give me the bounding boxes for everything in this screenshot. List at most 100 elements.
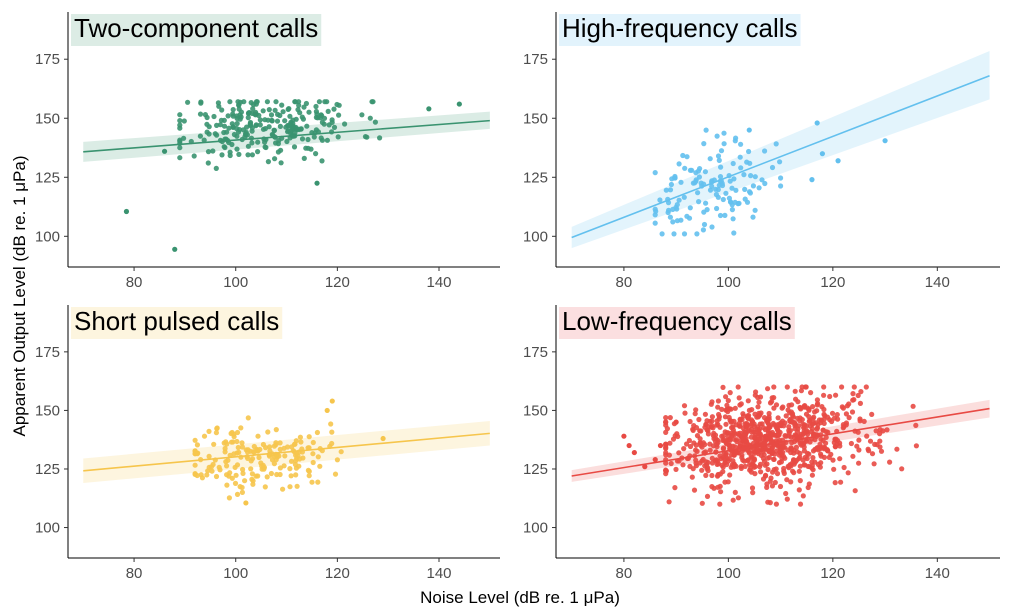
data-point: [181, 118, 187, 124]
data-point: [709, 399, 715, 405]
data-point: [283, 124, 289, 130]
y-tick-label: 150: [35, 402, 60, 419]
data-point: [201, 433, 208, 439]
data-point: [664, 426, 671, 432]
data-point: [221, 123, 228, 129]
data-point: [329, 119, 335, 125]
data-point: [720, 446, 727, 452]
scatter-points: [192, 398, 386, 506]
data-point: [273, 457, 279, 463]
data-point: [693, 442, 699, 448]
data-point: [230, 107, 236, 113]
data-point: [767, 478, 773, 484]
data-point: [818, 453, 824, 459]
data-point: [236, 106, 242, 112]
data-point: [691, 487, 698, 493]
data-point: [732, 405, 738, 411]
data-point: [832, 480, 838, 486]
data-point: [245, 447, 251, 453]
data-point: [782, 455, 788, 461]
panel-4: 80 100 120 140 100 125 150 175 Low-frequency cal…: [523, 305, 1000, 582]
data-point: [663, 452, 669, 458]
data-point: [695, 190, 701, 196]
data-point: [267, 444, 273, 450]
data-point: [809, 177, 815, 183]
data-point: [234, 438, 240, 445]
data-point: [206, 428, 212, 434]
data-point: [305, 445, 311, 451]
data-point: [219, 107, 225, 113]
data-point: [727, 472, 733, 478]
data-point: [864, 433, 870, 439]
data-point: [699, 500, 705, 506]
data-point: [219, 152, 225, 158]
data-point: [123, 208, 130, 215]
data-point: [720, 464, 726, 470]
panel-title-background: [71, 14, 322, 46]
panel-title: Two-component calls: [74, 13, 318, 43]
x-tick-label: 100: [716, 565, 741, 582]
data-point: [703, 472, 709, 478]
data-point: [652, 212, 658, 218]
data-point: [702, 411, 709, 417]
data-point: [717, 212, 724, 219]
data-point: [695, 168, 702, 174]
data-point: [720, 384, 726, 390]
data-point: [796, 487, 802, 493]
data-point: [663, 468, 669, 474]
data-point: [782, 420, 788, 426]
data-point: [748, 173, 754, 179]
data-point: [719, 182, 726, 189]
data-point: [322, 99, 328, 105]
data-point: [762, 427, 768, 433]
data-point: [211, 441, 217, 447]
data-point: [250, 481, 256, 487]
data-point: [791, 470, 797, 476]
data-point: [234, 115, 240, 121]
data-point: [293, 458, 299, 464]
data-point: [834, 412, 840, 418]
data-point: [755, 448, 761, 454]
data-point: [177, 155, 183, 161]
data-point: [236, 449, 242, 455]
data-point: [715, 187, 721, 193]
data-point: [899, 466, 905, 472]
data-point: [727, 178, 733, 184]
data-point: [735, 431, 741, 437]
data-point: [255, 448, 261, 454]
data-point: [732, 199, 738, 205]
confidence-band: [571, 50, 990, 249]
data-point: [201, 137, 207, 143]
data-point: [272, 107, 278, 113]
data-point: [709, 472, 715, 479]
data-point: [313, 151, 319, 157]
data-point: [809, 472, 816, 478]
data-point: [293, 472, 299, 478]
data-point: [784, 477, 790, 483]
data-point: [233, 472, 239, 478]
data-point: [240, 470, 246, 476]
x-tick-label: 80: [616, 565, 633, 582]
data-point: [279, 102, 285, 108]
data-point: [806, 451, 812, 457]
data-point: [331, 124, 338, 130]
data-point: [239, 489, 245, 495]
data-point: [254, 99, 260, 105]
panels-group: 80 100 120 140 100 125 150 175 Two-component cal…: [35, 12, 1000, 582]
data-point: [305, 467, 311, 473]
data-point: [764, 461, 770, 467]
data-point: [319, 158, 325, 164]
data-point: [765, 386, 771, 392]
data-point: [272, 156, 278, 162]
y-tick-label: 125: [523, 461, 548, 478]
data-point: [867, 438, 874, 444]
data-point: [676, 161, 682, 167]
data-point: [873, 428, 879, 434]
data-point: [740, 457, 746, 463]
data-point: [738, 465, 744, 471]
data-point: [227, 149, 233, 155]
data-point: [211, 113, 217, 120]
data-point: [775, 415, 781, 421]
scatter-points: [652, 120, 888, 237]
data-point: [185, 99, 191, 105]
